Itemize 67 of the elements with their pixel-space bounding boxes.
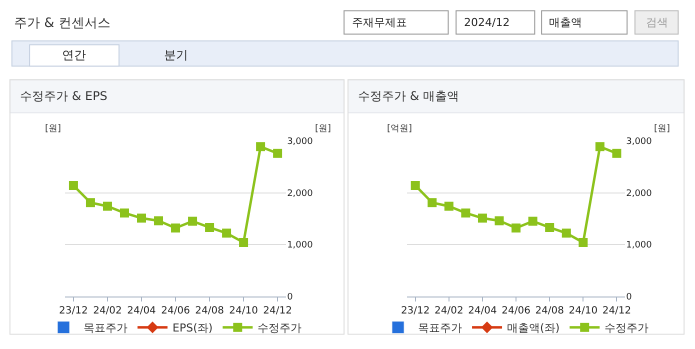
y2-axis-title: [원] — [315, 124, 332, 134]
point — [444, 202, 454, 211]
point — [222, 228, 232, 238]
y2-tick-label: 1,000 — [626, 240, 652, 251]
point — [68, 181, 78, 190]
point — [102, 202, 112, 211]
x-tick-label: 24/04 — [468, 305, 497, 316]
legend-label: 목표주가 — [84, 322, 128, 335]
x-tick-label: 24/10 — [568, 305, 598, 316]
point — [528, 216, 538, 226]
legend-label: 목표주가 — [418, 322, 462, 335]
chart-title: 수정주가 & EPS — [20, 89, 108, 103]
point — [428, 198, 437, 208]
text: 매출액 — [549, 16, 582, 29]
point — [120, 208, 129, 218]
x-tick-label: 24/06 — [161, 305, 190, 316]
y2-tick-label: 0 — [626, 292, 632, 303]
legend-label: EPS(좌) — [172, 322, 213, 335]
point — [595, 142, 604, 152]
point — [171, 223, 180, 232]
y2-tick-label: 0 — [287, 292, 294, 303]
text: 분기 — [164, 48, 188, 62]
point — [137, 214, 146, 223]
point — [494, 216, 504, 226]
y-axis-title: [억원] — [387, 124, 412, 134]
text: 연간 — [62, 48, 86, 62]
text: 주가 & 컨센서스 — [14, 16, 110, 31]
point — [205, 222, 214, 232]
point — [188, 216, 198, 226]
x-tick-label: 24/08 — [535, 305, 564, 316]
y2-tick-label: 3,000 — [626, 137, 652, 148]
x-tick-label: 24/02 — [93, 305, 122, 316]
point — [461, 208, 470, 218]
x-tick-label: 24/12 — [602, 305, 632, 316]
y-axis-title: [원] — [45, 124, 62, 134]
point — [154, 216, 164, 226]
x-tick-label: 23/12 — [59, 305, 88, 316]
chart-title: 수정주가 & 매출액 — [358, 89, 459, 103]
point — [410, 181, 420, 190]
point — [562, 228, 571, 238]
y2-tick-label: 1,000 — [287, 240, 314, 251]
x-tick-label: 24/06 — [502, 305, 530, 316]
x-tick-label: 24/12 — [263, 305, 292, 316]
text: 주재무제표 — [352, 16, 407, 29]
point — [545, 222, 554, 232]
x-tick-label: 24/10 — [229, 305, 258, 316]
point — [578, 238, 588, 247]
legend-label: 수정주가 — [258, 322, 302, 335]
point — [239, 238, 248, 247]
point — [478, 214, 487, 223]
y2-axis-title: [원] — [654, 124, 670, 134]
y2-tick-label: 2,000 — [626, 188, 652, 199]
text: 검색 — [646, 16, 668, 29]
point — [512, 223, 521, 232]
point — [273, 148, 282, 158]
legend-label: 수정주가 — [604, 322, 649, 335]
y2-tick-label: 3,000 — [287, 137, 314, 148]
x-tick-label: 24/04 — [127, 305, 156, 316]
point — [612, 148, 622, 158]
x-tick-label: 23/12 — [400, 305, 430, 316]
text: 2024/12 — [464, 16, 510, 29]
point — [86, 198, 95, 208]
point — [256, 142, 266, 152]
y2-tick-label: 2,000 — [287, 188, 314, 199]
x-tick-label: 24/08 — [195, 305, 224, 316]
x-tick-label: 24/02 — [434, 305, 464, 316]
legend-label: 매출액(좌) — [507, 322, 560, 335]
